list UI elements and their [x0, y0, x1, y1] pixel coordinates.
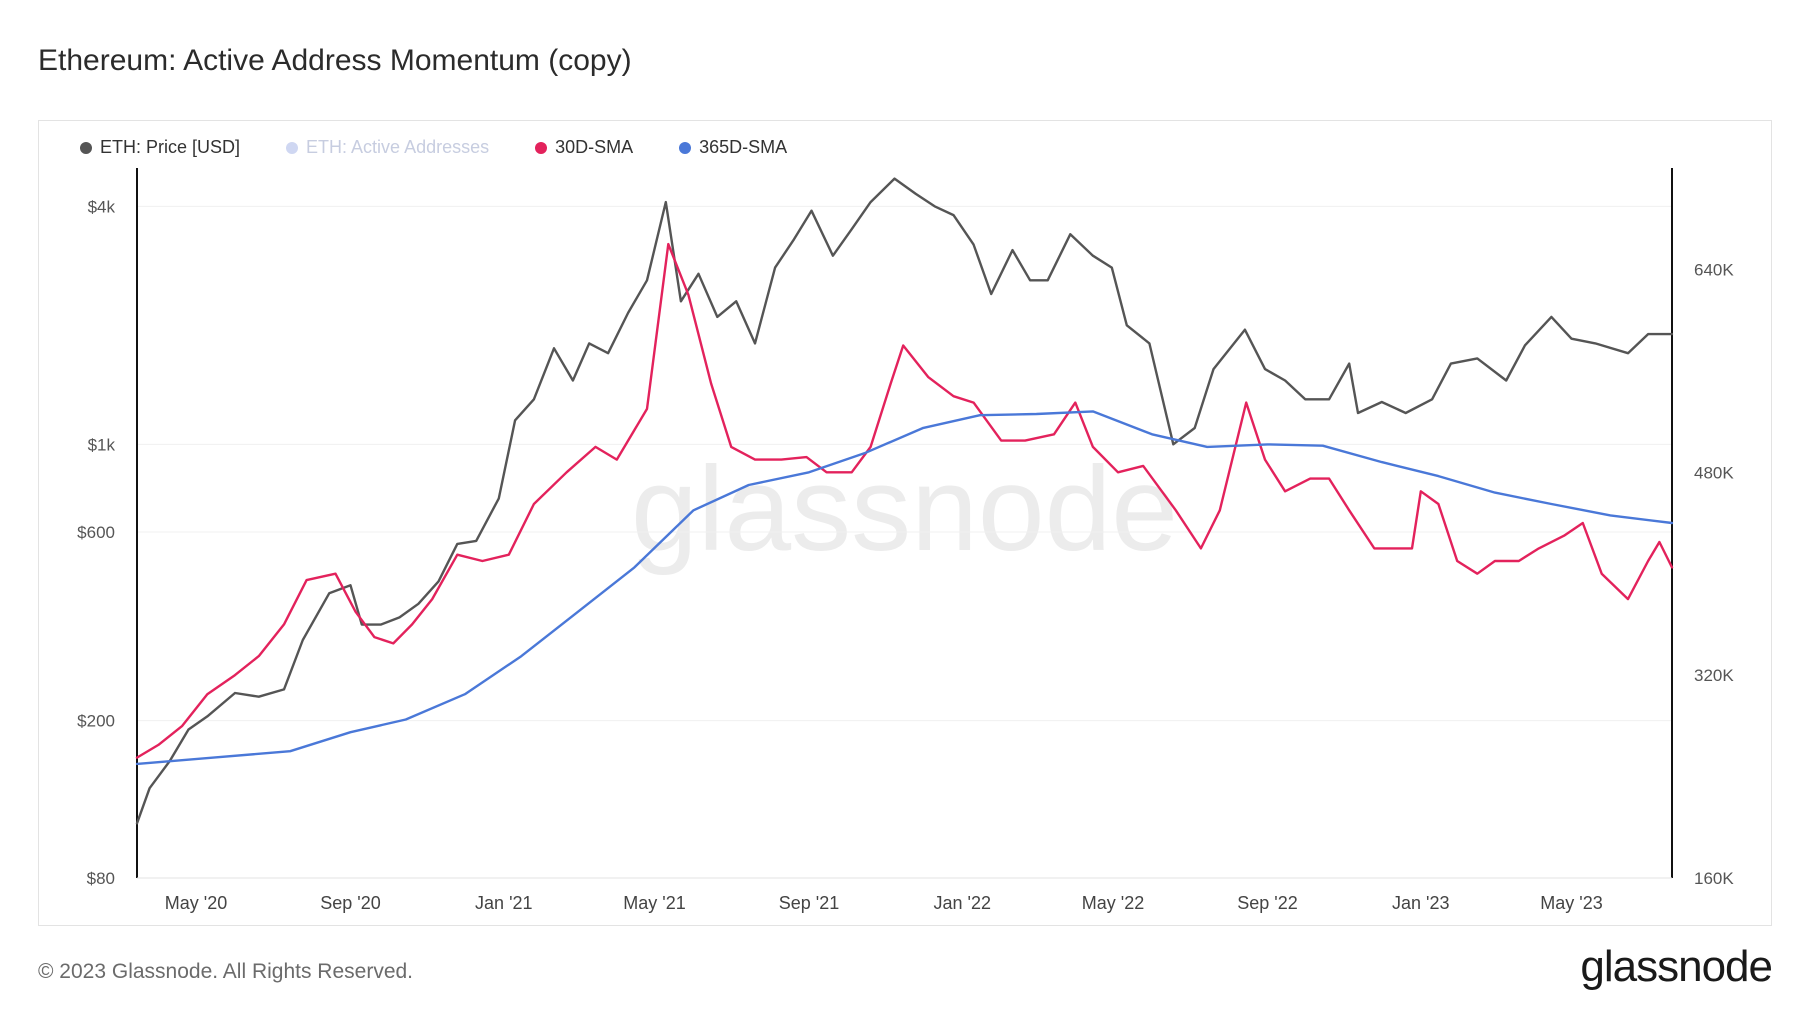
- x-tick-label: Sep '20: [320, 893, 381, 913]
- x-tick-label: May '22: [1082, 893, 1144, 913]
- x-tick-label: May '20: [165, 893, 227, 913]
- copyright-footer: © 2023 Glassnode. All Rights Reserved.: [38, 960, 414, 983]
- x-tick-label: Jan '22: [934, 893, 991, 913]
- series-line-365d-sma: [135, 410, 1674, 766]
- chart-frame: [38, 120, 1772, 926]
- x-tick-label: May '21: [623, 893, 685, 913]
- right-tick-label: 320K: [1694, 666, 1734, 685]
- legend-dot-icon: [535, 141, 548, 154]
- legend-item-30d-sma[interactable]: 30D-SMA: [535, 137, 633, 158]
- glassnode-logo: glassnode: [1580, 942, 1773, 991]
- left-tick-label: $4k: [88, 197, 116, 216]
- legend-item-365d-sma[interactable]: 365D-SMA: [679, 137, 787, 158]
- legend-dot-icon: [679, 141, 692, 154]
- x-tick-label: Jan '23: [1392, 893, 1449, 913]
- legend-label: ETH: Price [USD]: [100, 137, 241, 157]
- legend-dot-icon: [80, 141, 92, 154]
- series-line-30d-sma: [135, 242, 1674, 759]
- legend-label: ETH: Active Addresses: [306, 137, 490, 157]
- x-tick-label: Jan '21: [475, 893, 532, 913]
- left-tick-label: $1k: [88, 435, 116, 454]
- left-tick-label: $80: [87, 869, 115, 888]
- legend-label: 30D-SMA: [555, 137, 634, 157]
- right-tick-label: 160K: [1694, 869, 1734, 888]
- legend-item-price[interactable]: ETH: Price [USD]: [80, 137, 240, 158]
- legend-label: 365D-SMA: [699, 137, 788, 157]
- x-tick-label: Sep '22: [1237, 893, 1298, 913]
- right-tick-label: 640K: [1694, 260, 1734, 279]
- chart-title: Ethereum: Active Address Momentum (copy): [38, 44, 632, 77]
- legend: ETH: Price [USD] ETH: Active Addresses 3…: [80, 137, 787, 158]
- x-tick-label: May '23: [1540, 893, 1602, 913]
- left-tick-label: $200: [77, 712, 115, 731]
- legend-item-active-addresses[interactable]: ETH: Active Addresses: [286, 137, 489, 158]
- x-tick-label: Sep '21: [779, 893, 840, 913]
- left-tick-label: $600: [77, 523, 115, 542]
- legend-dot-icon: [286, 141, 299, 154]
- watermark: glassnode: [631, 442, 1178, 576]
- right-tick-label: 480K: [1694, 463, 1734, 482]
- series-line-eth-price-usd-: [135, 177, 1674, 825]
